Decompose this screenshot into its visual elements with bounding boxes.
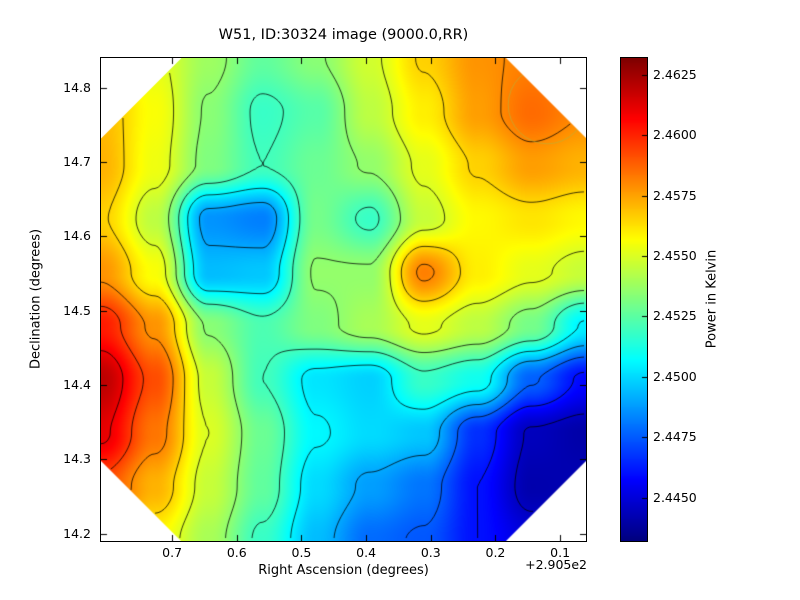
colorbar-tick-label: 2.4500 xyxy=(653,368,697,384)
x-axis-label: Right Ascension (degrees) xyxy=(258,563,429,578)
plot-area xyxy=(100,57,587,542)
x-tick-label: 0.4 xyxy=(356,545,377,560)
y-tick-labels: 14.2 14.3 14.4 14.5 14.6 14.7 14.8 xyxy=(0,58,94,541)
colorbar-tick-labels: 2.4450 2.4475 2.4500 2.4525 2.4550 2.4575 2.46… xyxy=(653,58,713,541)
x-tick-label: 0.1 xyxy=(550,545,571,560)
y-tick-label: 14.7 xyxy=(63,154,91,170)
y-tick-label: 14.5 xyxy=(63,302,91,318)
colorbar-tick-label: 2.4575 xyxy=(653,187,697,203)
contour-map-canvas xyxy=(101,58,586,541)
y-tick-label: 14.6 xyxy=(63,228,91,244)
x-tick-label: 0.7 xyxy=(162,545,183,560)
y-tick-label: 14.3 xyxy=(63,451,91,467)
y-tick-label: 14.4 xyxy=(63,376,91,392)
colorbar-tick-label: 2.4450 xyxy=(653,489,697,505)
x-tick-label: 0.6 xyxy=(226,545,247,560)
x-axis-offset-text: +2.905e2 xyxy=(525,557,587,572)
colorbar-tick-label: 2.4625 xyxy=(653,66,697,82)
colorbar-tick-label: 2.4550 xyxy=(653,248,697,264)
x-tick-label: 0.5 xyxy=(291,545,312,560)
x-tick-label: 0.2 xyxy=(485,545,506,560)
colorbar-tick-label: 2.4475 xyxy=(653,429,697,445)
y-tick-label: 14.8 xyxy=(63,79,91,95)
colorbar-label: Power in Kelvin xyxy=(704,249,720,349)
x-tick-labels: 0.7 0.6 0.5 0.4 0.3 0.2 0.1 xyxy=(101,545,586,561)
colorbar-tick-label: 2.4525 xyxy=(653,308,697,324)
chart-title: W51, ID:30324 image (9000.0,RR) xyxy=(218,27,469,43)
y-tick-label: 14.2 xyxy=(63,525,91,541)
colorbar-canvas xyxy=(621,58,647,541)
colorbar-tick-label: 2.4600 xyxy=(653,127,697,143)
colorbar xyxy=(620,57,648,542)
x-tick-label: 0.3 xyxy=(420,545,441,560)
